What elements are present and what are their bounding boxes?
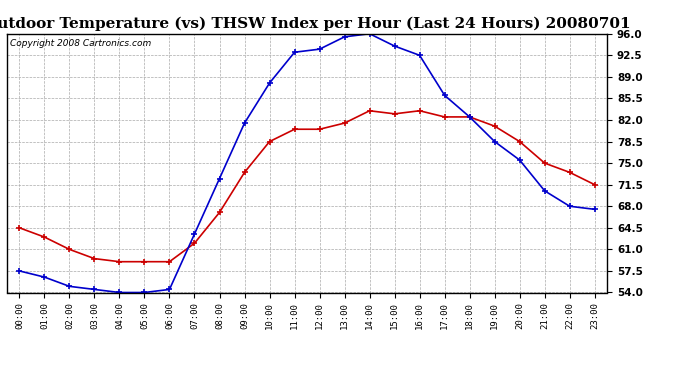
Title: Outdoor Temperature (vs) THSW Index per Hour (Last 24 Hours) 20080701: Outdoor Temperature (vs) THSW Index per … <box>0 17 631 31</box>
Text: Copyright 2008 Cartronics.com: Copyright 2008 Cartronics.com <box>10 39 151 48</box>
